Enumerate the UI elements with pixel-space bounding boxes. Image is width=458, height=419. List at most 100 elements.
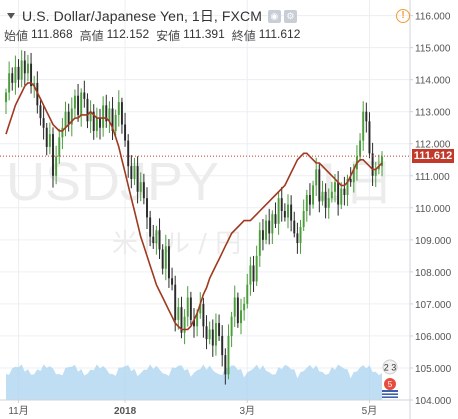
candle-body [67,111,70,125]
candle-body [236,297,239,324]
low-label: 安値 [156,29,181,43]
candle-body [167,246,170,279]
candle-body [89,111,92,122]
candle-body [352,169,355,183]
moving-average [5,82,383,331]
volume-area-fill [6,364,382,400]
low-value: 111.391 [183,27,225,41]
header-title-row: U.S. Dollar/Japanese Yen, 1日, FXCM ◉ ⚙ [4,7,297,25]
candle-body [205,326,208,340]
candle-body [324,191,327,208]
candle-body [315,169,318,186]
candle-body [218,323,221,336]
candle-body [14,66,17,83]
candle-body [30,63,33,87]
candle-body [117,102,120,115]
candle-body [77,95,80,115]
time-axis: 11月20183月5月7月 [0,399,410,417]
candle-body [268,220,271,234]
visibility-icon[interactable]: ◉ [267,9,281,23]
candle-body [161,249,164,269]
symbol-title: U.S. Dollar/Japanese Yen, 1日, FXCM [22,8,262,24]
price-tick-label: 108.000 [415,268,452,279]
candle-body [183,316,186,333]
candle-body [321,191,324,202]
candle-body [152,236,155,244]
candle-body [290,204,293,221]
candle-body [95,118,98,131]
candle-body [221,335,224,356]
candle-body [308,194,311,205]
candle-body [73,95,76,109]
candle-body [374,169,377,176]
candle-body [133,166,136,179]
candle-body [381,156,383,167]
candle-body [346,178,349,195]
candle-body [211,329,214,346]
candle-body [240,310,242,324]
candle-body [58,137,61,157]
ohlc-row: 始値 111.868 高値 112.152 安値 111.391 終値 111.612 [4,27,304,44]
candle-body [33,82,36,87]
candle-body [26,63,29,74]
candle-body [249,265,252,285]
candle-body [130,166,133,179]
candle-body [111,108,114,131]
candle-body [86,98,89,122]
candle-body [177,307,180,320]
collapse-arrow-icon[interactable] [4,9,18,23]
settings-icon[interactable]: ⚙ [283,9,297,23]
candle-body [127,140,130,167]
candle-body [368,121,371,154]
price-tick-label: 112.000 [415,140,451,151]
watermark-symbol: USDJPY [6,152,219,212]
candle-body [330,191,333,199]
candle-body [23,60,26,74]
candle-body [349,178,352,183]
candle-body [343,188,346,195]
candle-body [8,73,11,93]
candle-body [64,111,67,128]
candle-body [52,134,54,176]
candle-body [271,214,274,234]
candle-body [293,220,296,234]
candle-body [334,182,336,192]
price-tick-label: 104.000 [415,396,452,407]
candle-body [193,319,195,327]
candle-body [45,127,48,147]
candle-body [108,108,111,122]
candle-body [365,111,368,122]
candle-body [233,297,236,317]
candle-body [102,105,105,128]
volume-area [6,364,382,400]
candle-body [80,92,83,115]
chart-header: U.S. Dollar/Japanese Yen, 1日, FXCM ◉ ⚙ 始… [0,0,410,44]
candle-body [155,230,158,244]
events-badge[interactable]: 2 3 5 [372,356,408,400]
candle-body [61,127,64,138]
candle-body [327,198,330,208]
price-tick-label: 106.000 [415,332,452,343]
candle-body [280,198,283,212]
high-label: 高値 [79,29,104,43]
candle-body [124,124,127,141]
candle-body [337,182,340,205]
candle-body [149,217,152,237]
candle-body [230,316,233,336]
price-tick-label: 114.000 [415,76,451,87]
candle-body [246,284,249,304]
alert-icon[interactable]: ! [396,9,410,23]
candle-body [252,265,255,282]
candle-body [305,194,308,212]
candle-body [296,233,299,244]
candles [5,50,383,385]
candle-body [158,230,161,250]
price-tick-label: 115.000 [415,44,451,55]
price-axis: 116.000 115.000 114.000 113.000 112.000 111.0… [409,0,452,419]
candle-body [5,92,7,103]
candle-body [83,92,86,99]
time-tick-label: 2018 [114,406,137,417]
candle-body [142,182,145,199]
candle-body [371,153,374,176]
